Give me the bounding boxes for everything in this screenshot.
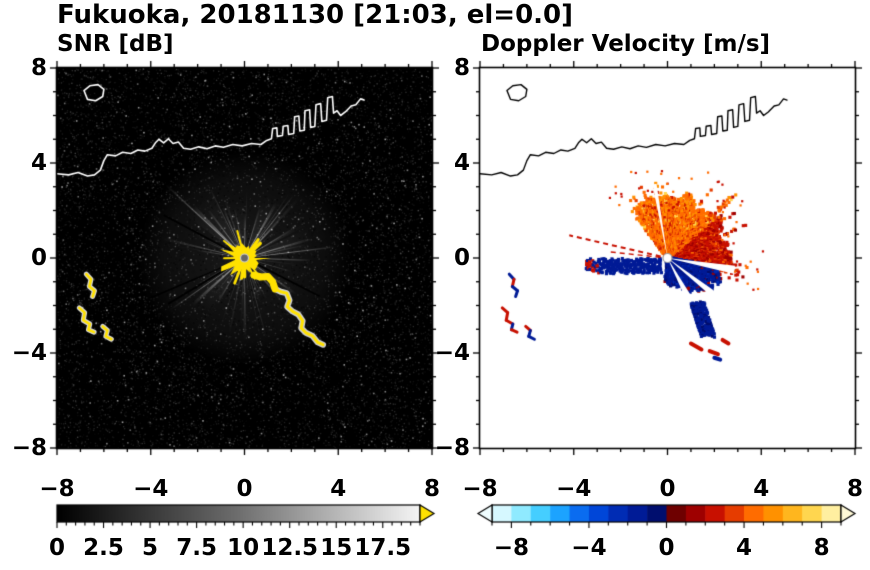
snr-y-tick-label: 8	[30, 55, 47, 81]
doppler-x-tick-label: 4	[753, 476, 770, 502]
snr-x-tick-label: 4	[330, 476, 347, 502]
doppler-y-tick-label: −8	[434, 435, 470, 461]
doppler-colorbar-tick-label: 8	[813, 535, 830, 561]
snr-y-tick-label: −4	[11, 340, 47, 366]
doppler-x-tick-label: 0	[659, 476, 676, 502]
doppler-panel-title: Doppler Velocity [m/s]	[481, 31, 771, 57]
doppler-x-tick-label: 8	[846, 476, 863, 502]
doppler-colorbar-tick-label: 0	[658, 535, 675, 561]
doppler-x-tick-label: −4	[556, 476, 592, 502]
snr-x-tick-label: 0	[236, 476, 253, 502]
snr-colorbar-tick-label: 10	[227, 535, 260, 561]
snr-colorbar-tick-label: 7.5	[176, 535, 217, 561]
snr-colorbar-tick-label: 17.5	[354, 535, 412, 561]
doppler-y-tick-label: 0	[453, 245, 470, 271]
snr-y-tick-label: 0	[30, 245, 47, 271]
snr-colorbar-tick-label: 15	[320, 535, 353, 561]
doppler-y-tick-label: 8	[453, 55, 470, 81]
snr-colorbar-tick-label: 2.5	[83, 535, 124, 561]
snr-x-tick-label: −4	[133, 476, 169, 502]
doppler-y-tick-label: −4	[434, 340, 470, 366]
snr-x-tick-label: 8	[423, 476, 440, 502]
snr-colorbar-tick-label: 0	[48, 535, 65, 561]
snr-colorbar-tick-label: 12.5	[261, 535, 319, 561]
figure-title: Fukuoka, 20181130 [21:03, el=0.0]	[57, 0, 574, 30]
doppler-colorbar-tick-label: −4	[571, 535, 607, 561]
snr-y-tick-label: −8	[11, 435, 47, 461]
doppler-x-tick-label: −8	[462, 476, 498, 502]
snr-colorbar-tick-label: 5	[142, 535, 159, 561]
snr-y-tick-label: 4	[30, 150, 47, 176]
doppler-colorbar-tick-label: 4	[736, 535, 753, 561]
doppler-colorbar-tick-label: −8	[493, 535, 530, 561]
doppler-y-tick-label: 4	[453, 150, 470, 176]
snr-x-tick-label: −8	[39, 476, 75, 502]
snr-panel-title: SNR [dB]	[57, 31, 174, 57]
